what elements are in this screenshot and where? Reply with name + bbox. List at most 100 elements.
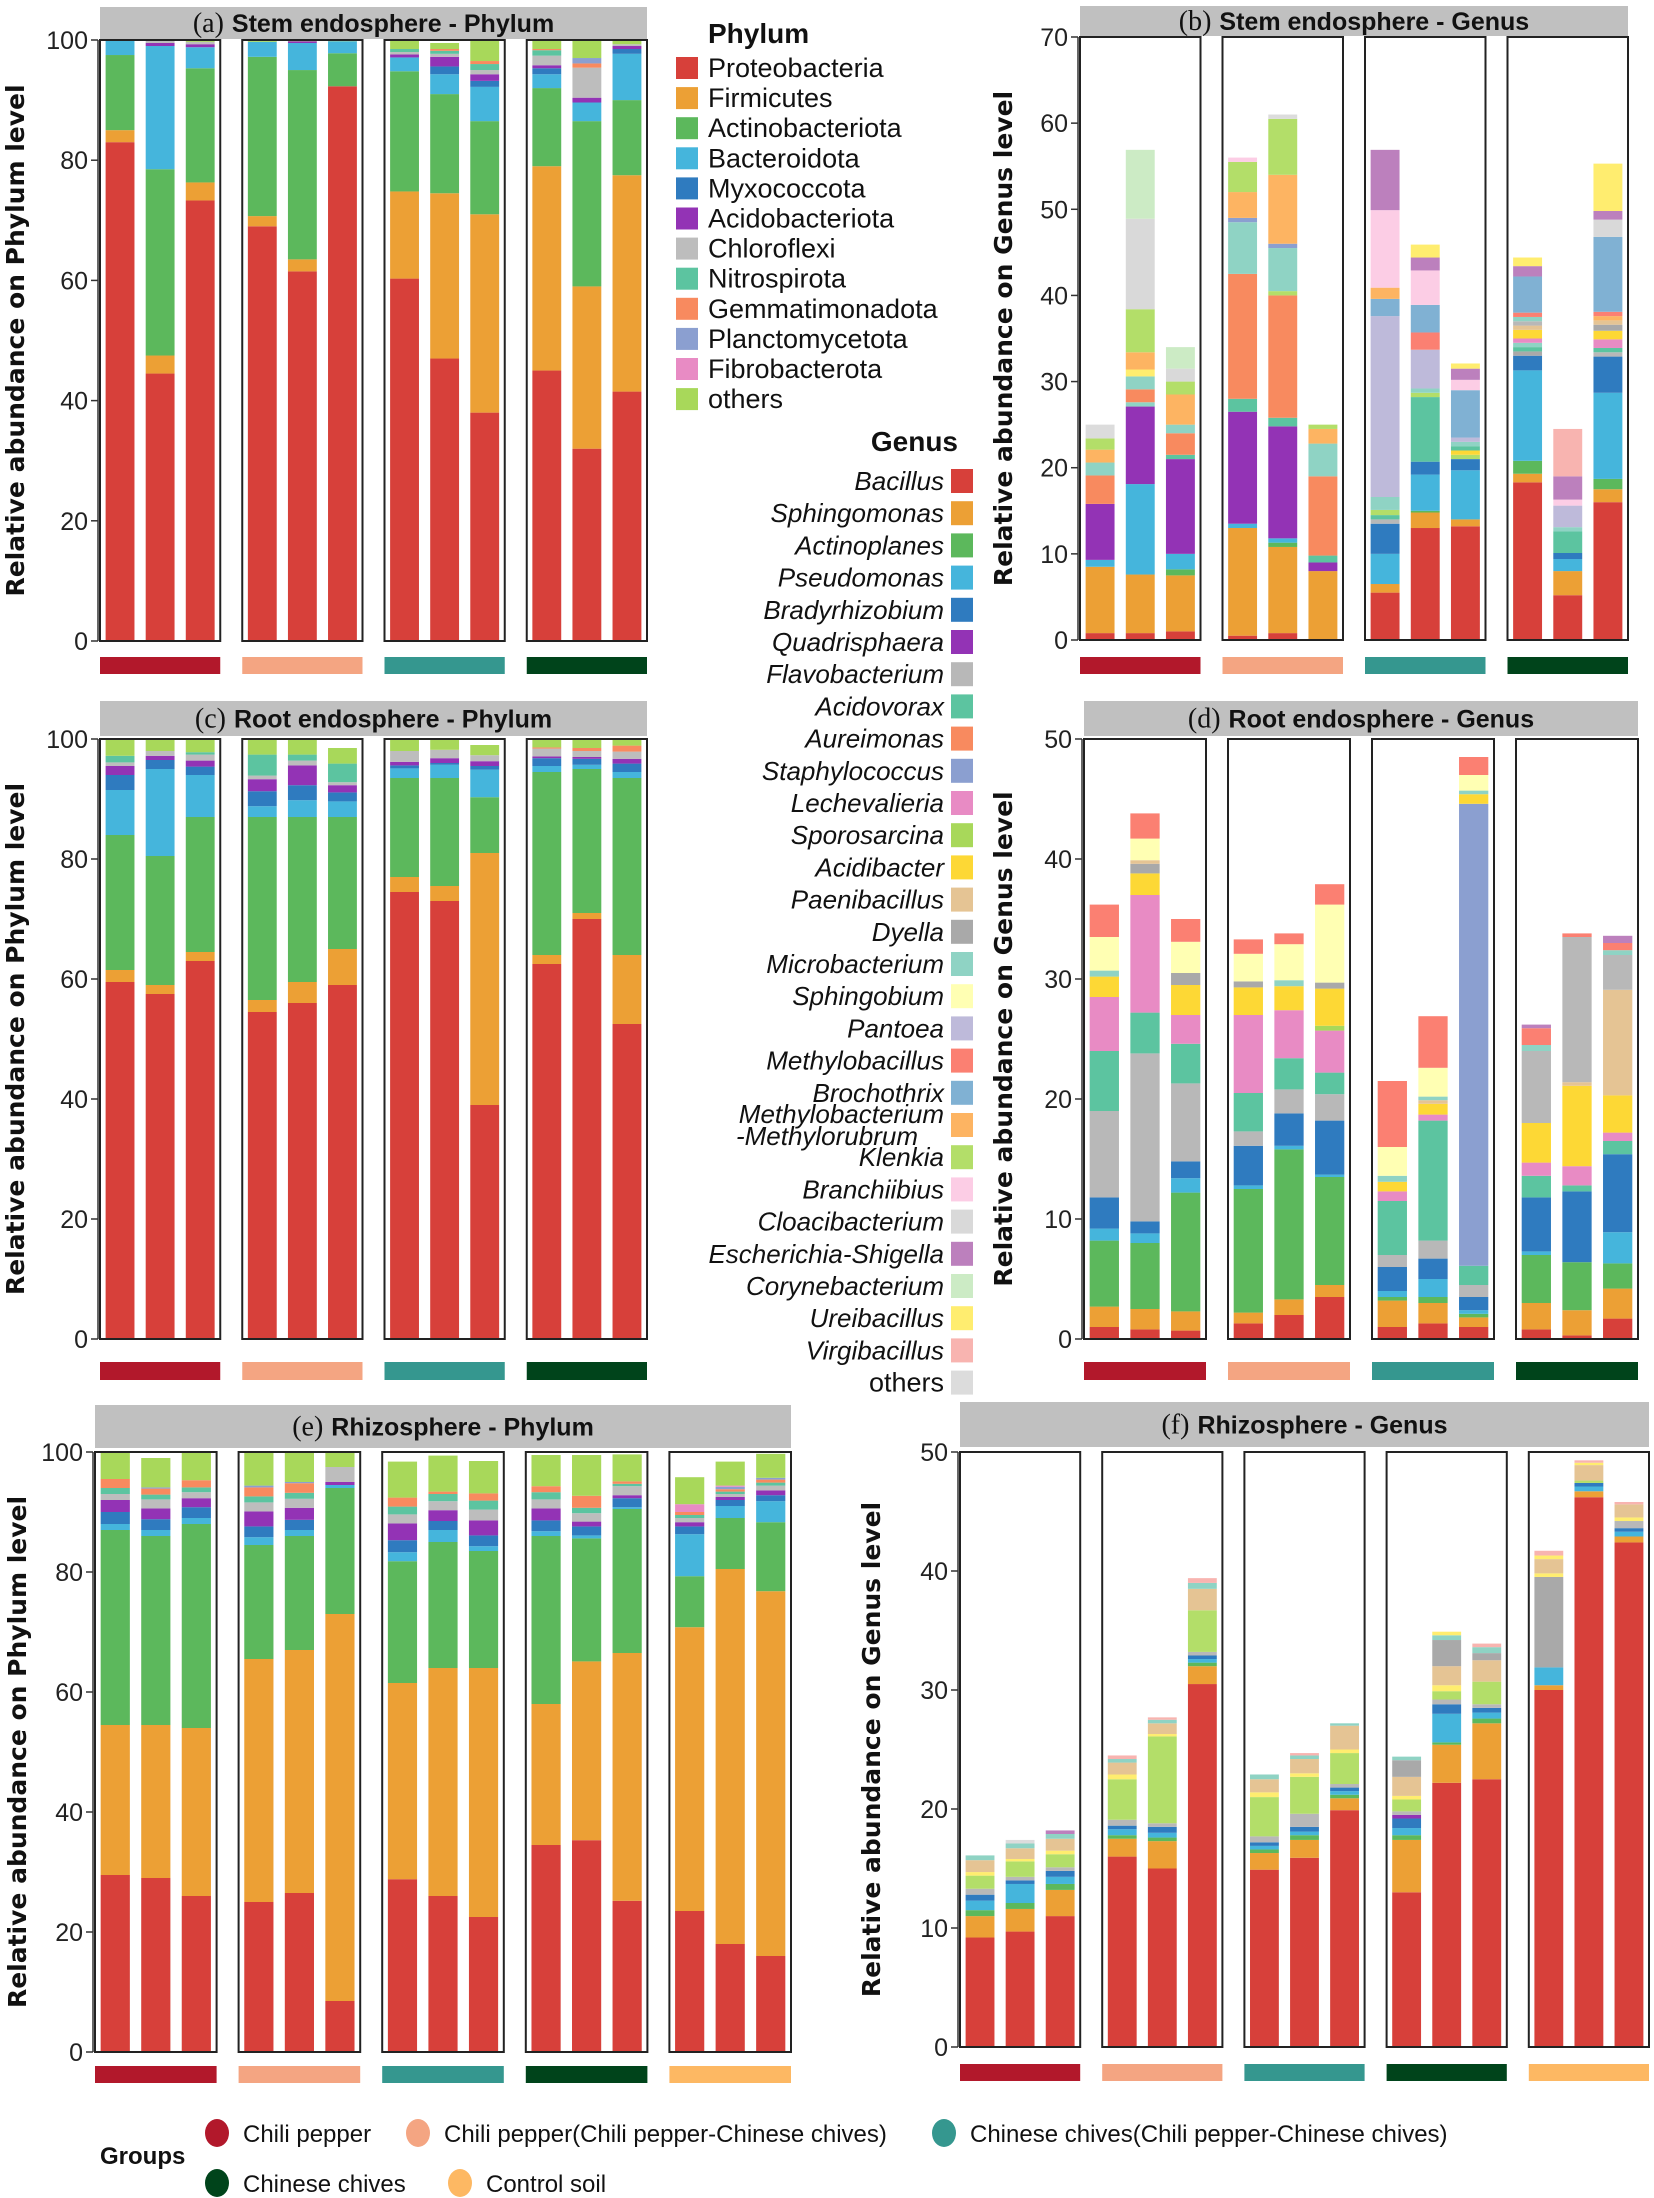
bar-segment (1290, 1755, 1319, 1760)
legend-label: Gemmatimonadota (708, 294, 939, 324)
legend-swatch (951, 597, 973, 622)
bar-segment (387, 1461, 418, 1498)
group-label: Chili pepper(Chili pepper-Chinese chives… (444, 2121, 887, 2148)
bar-segment (1233, 1323, 1263, 1339)
bar-segment (1315, 884, 1345, 905)
bar-segment (100, 1494, 130, 1500)
group-color-bar (1386, 2064, 1507, 2081)
bar-segment (1085, 475, 1115, 504)
bar-segment (1268, 417, 1298, 427)
group-color-bar (669, 2066, 791, 2083)
sample-group-box (383, 738, 506, 1380)
bar-segment (470, 769, 500, 798)
bar-segment (756, 1495, 786, 1502)
bar-segment (1171, 1192, 1201, 1312)
bar-segment (100, 1524, 130, 1530)
sample-group-box (99, 39, 222, 674)
bar-segment (1593, 311, 1623, 317)
group-frame (1364, 36, 1487, 641)
bar-segment (1045, 1916, 1075, 2047)
bar-segment (1553, 552, 1583, 560)
legend-swatch (676, 297, 698, 320)
bar-segment (284, 1492, 314, 1499)
group-label: Chili pepper (243, 2121, 371, 2148)
bar-segment (287, 43, 317, 71)
group-frame (237, 1451, 362, 2053)
legend-swatch (951, 1048, 973, 1073)
bar-segment (1274, 1145, 1304, 1150)
bar-segment (105, 762, 135, 766)
bar-segment (247, 226, 277, 641)
bar-segment (1233, 939, 1263, 954)
bar-segment (1521, 1045, 1551, 1051)
bar-segment (965, 1888, 995, 1895)
legend-label: Bacillus (854, 466, 944, 496)
bar-segment (181, 1492, 211, 1499)
bar-segment (1228, 192, 1258, 218)
bar-segment (244, 1545, 274, 1659)
group-frame (1385, 1451, 1508, 2048)
stacked-bar (1593, 163, 1623, 640)
bar-segment (185, 817, 215, 952)
bar-segment (1459, 1265, 1489, 1285)
stacked-bar (1171, 919, 1201, 1339)
stacked-bar (965, 1855, 995, 2047)
bar-segment (1574, 1465, 1604, 1481)
legend-item: Lechevalieria (791, 788, 973, 818)
group-color-bar (526, 657, 647, 674)
bar-segment (1603, 1154, 1633, 1233)
bar-segment (145, 373, 175, 641)
stacked-bar (612, 40, 642, 641)
legend-item: Quadrisphaera (772, 627, 973, 657)
legend-label: Acidobacteriota (708, 204, 895, 234)
bar-segment (1045, 1854, 1075, 1868)
bar-segment (1603, 950, 1633, 955)
bar-segment (1045, 1833, 1075, 1839)
bar-segment (1574, 1482, 1604, 1487)
stacked-bar (1562, 933, 1592, 1339)
bar-segment (1308, 424, 1338, 429)
legend-label: Actinobacteriota (708, 113, 903, 143)
bar-segment (105, 755, 135, 763)
bar-segment (1377, 1267, 1407, 1291)
sample-group-box (241, 738, 364, 1380)
bar-segment (1459, 775, 1489, 791)
bar-segment (1432, 1704, 1462, 1714)
bar-segment (1315, 1177, 1345, 1285)
bar-segment (470, 70, 500, 75)
bar-segment (1603, 1141, 1633, 1155)
bar-segment (1472, 1718, 1502, 1724)
bar-segment (1392, 1799, 1422, 1812)
stacked-bar (532, 739, 562, 1339)
group-color-bar (242, 1362, 363, 1380)
bar-segment (675, 1515, 705, 1518)
bar-segment (1125, 218, 1155, 310)
stacked-bar (1130, 813, 1160, 1339)
bar-segment (1268, 538, 1298, 543)
stacked-bar (287, 40, 317, 641)
group-color-bar (95, 2066, 217, 2083)
legend-label: Branchiibius (802, 1174, 944, 1204)
bar-segment (1171, 1015, 1201, 1044)
bar-segment (1233, 1189, 1263, 1313)
bar-segment (572, 67, 602, 98)
legend-item: Bacteroidota (676, 143, 861, 173)
bar-segment (1418, 1120, 1448, 1241)
bar-segment (1250, 1845, 1279, 1850)
legend-item: Pantoea (847, 1013, 973, 1043)
bar-segment (1513, 347, 1543, 352)
bar-segment (1574, 1497, 1604, 2047)
stacked-bar (105, 739, 135, 1339)
bar-segment (1005, 1858, 1035, 1862)
legend-label: Bacteroidota (708, 143, 861, 173)
bar-segment (1290, 1857, 1319, 2047)
bar-segment (145, 355, 175, 374)
bar-segment (1005, 1880, 1035, 1884)
bar-segment (145, 739, 175, 751)
group-color-bar (1244, 2064, 1365, 2081)
bar-segment (244, 1496, 274, 1503)
y-tick-label: 60 (1040, 110, 1068, 138)
bar-segment (328, 949, 357, 985)
bar-segment (532, 166, 562, 371)
y-tick-label: 80 (60, 147, 88, 175)
